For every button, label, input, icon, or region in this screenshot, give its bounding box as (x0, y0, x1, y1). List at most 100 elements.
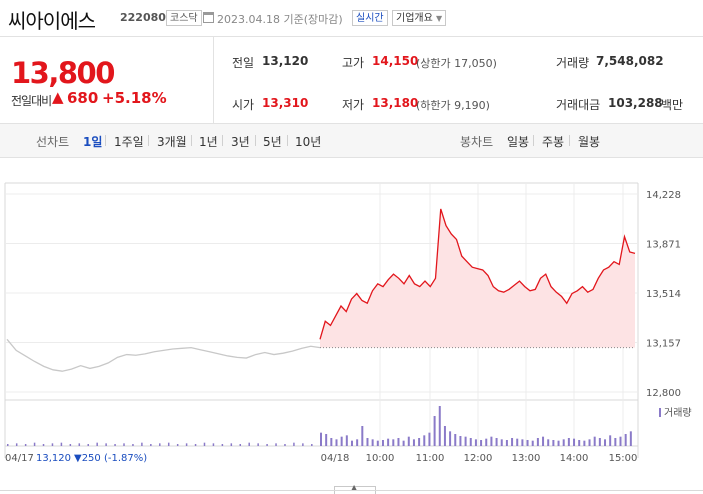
tab-divider (191, 135, 192, 146)
volume-bar (588, 439, 591, 446)
volume-bar (212, 443, 215, 446)
chevron-up-icon: ▲ (351, 483, 358, 492)
amount-unit: 백만 (661, 98, 684, 112)
volume-bar (203, 442, 206, 446)
stock-name: 씨아이에스 (8, 9, 96, 33)
volume-bar (167, 442, 170, 446)
tab-3m[interactable]: 3개월 (157, 135, 187, 149)
tab-divider (148, 135, 149, 146)
series-line-04-17 (6, 338, 321, 372)
volume-bar (604, 439, 607, 446)
x-tick-label: 12:00 (464, 453, 493, 464)
volume-bar (302, 443, 304, 446)
volume-bar (521, 439, 524, 446)
summary-divider (213, 36, 214, 124)
realtime-button[interactable]: 실시간 (352, 10, 388, 26)
volume-bar (578, 440, 581, 446)
volume-bar (428, 432, 431, 446)
tab-monthly-candle[interactable]: 월봉 (578, 135, 601, 149)
volume-bar (557, 440, 560, 446)
volume-bar (402, 440, 405, 446)
volume-bar (536, 438, 539, 446)
x-tick-label: 10:00 (366, 453, 395, 464)
volume-bar (624, 434, 627, 446)
tab-divider (287, 135, 288, 146)
stock-code: 222080 (120, 11, 166, 24)
volume-bar (490, 436, 493, 446)
x-tick-label: 15:00 (609, 453, 638, 464)
volume-bar (480, 440, 483, 446)
volume-bar (392, 439, 395, 446)
calendar-icon (203, 12, 214, 23)
volume-bar (176, 444, 179, 446)
volume-bar (500, 439, 503, 446)
volume-bar (7, 444, 9, 446)
volume-bar (573, 438, 576, 446)
tab-divider (569, 135, 570, 146)
volume-bar (230, 443, 233, 446)
volume-bar (371, 439, 374, 446)
volume-bar (407, 436, 410, 446)
x-tick-label: 14:00 (560, 453, 589, 464)
volume-bar (526, 440, 529, 446)
x-tick-label: 04/17 (5, 453, 34, 464)
diff-label: 전일대비 (11, 94, 52, 108)
volume-bar (381, 440, 384, 446)
tab-10y[interactable]: 10년 (295, 135, 322, 149)
tab-1w[interactable]: 1주일 (114, 135, 144, 149)
volume-bar (464, 436, 467, 446)
volume-bar (340, 436, 343, 446)
price-summary (0, 36, 703, 124)
volume-bar (562, 439, 565, 446)
high-value: 14,150 (372, 54, 419, 68)
volume-bar (150, 444, 152, 446)
volume-bar (320, 432, 322, 446)
volume-bar (412, 439, 415, 446)
volume-bar (266, 444, 268, 446)
volume-bar (78, 443, 81, 446)
volume-bar (105, 443, 107, 446)
low-label: 저가 (342, 98, 365, 112)
volume-bar (474, 439, 477, 446)
tab-daily-candle[interactable]: 일봉 (507, 135, 530, 149)
volume-bar (15, 443, 18, 446)
volume-bar (619, 436, 622, 446)
tab-divider (533, 135, 534, 146)
volume-bar (629, 431, 632, 446)
volume-bar (547, 439, 550, 446)
volume-bar (69, 444, 72, 446)
tab-5y[interactable]: 5년 (263, 135, 282, 149)
volume-bar (598, 438, 601, 446)
volume-bar (516, 438, 519, 446)
volume-bar (356, 439, 359, 446)
tab-1d[interactable]: 1일 (83, 135, 103, 149)
tab-3y[interactable]: 3년 (231, 135, 250, 149)
y-tick-label: 13,514 (646, 289, 681, 300)
volume-bar (542, 436, 545, 446)
volume-bar (397, 438, 400, 446)
volume-bar (87, 444, 89, 446)
volume-bar (42, 444, 45, 446)
y-tick-label: 12,800 (646, 388, 681, 399)
volume-bar (51, 443, 54, 446)
volume-bar (438, 406, 441, 446)
volume-bar (33, 442, 36, 446)
tab-1y[interactable]: 1년 (199, 135, 218, 149)
period-bar (0, 124, 703, 158)
prev-close-label: 전일 (232, 56, 255, 70)
price-chart[interactable]: 14,228 13,871 13,514 13,157 12,800 04/17 04/18… (0, 158, 703, 488)
volume-bar (567, 438, 570, 446)
volume-bar (141, 442, 143, 446)
diff-percent: +5.18% (102, 89, 167, 107)
volume-bar (459, 436, 462, 446)
volume-bar (293, 442, 295, 446)
up-arrow-icon: ▲ (52, 88, 64, 106)
volume-bar (96, 442, 98, 446)
tab-weekly-candle[interactable]: 주봉 (542, 135, 565, 149)
company-info-button[interactable]: 기업개요 ▼ (392, 10, 447, 26)
volume-bar (345, 435, 348, 446)
candle-chart-label: 봉차트 (460, 135, 494, 149)
chevron-down-icon: ▼ (436, 14, 443, 23)
volume-bar (275, 443, 277, 446)
upper-limit: (상한가 17,050) (416, 57, 497, 70)
